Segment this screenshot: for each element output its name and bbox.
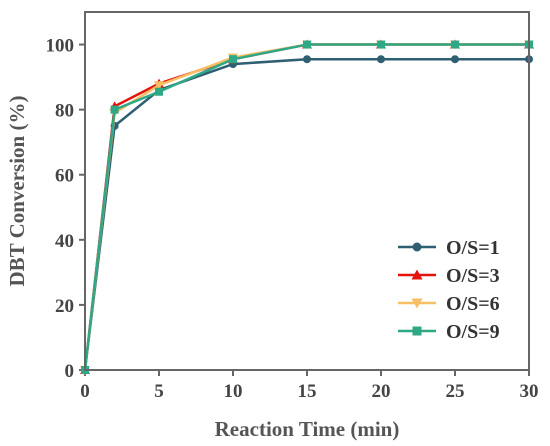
data-point	[451, 40, 459, 49]
data-point	[229, 55, 237, 64]
legend-item: O/S=9	[398, 321, 500, 343]
series-line	[83, 57, 529, 371]
legend-label: O/S=3	[446, 265, 500, 287]
data-point	[303, 40, 311, 49]
x-tick-label: 15	[298, 381, 317, 402]
legend-marker	[411, 298, 423, 309]
data-point	[155, 87, 163, 96]
legend-item: O/S=3	[398, 265, 500, 287]
y-tick-label: 40	[55, 231, 74, 252]
legend-item: O/S=1	[398, 237, 500, 259]
data-point	[110, 105, 119, 114]
y-tick-label: 0	[65, 361, 75, 382]
data-point	[303, 55, 311, 64]
legend: O/S=1 O/S=3 O/S=6 O/S=9	[398, 237, 500, 343]
series-layer	[80, 39, 534, 375]
data-point	[377, 40, 385, 49]
legend-label: O/S=9	[446, 321, 500, 343]
legend-label: O/S=6	[446, 293, 500, 315]
legend-marker	[411, 269, 423, 280]
data-point	[451, 55, 459, 64]
axis-ticks: 0 5 10 15 20 25 30 0 20 40 60 80 100	[46, 36, 539, 402]
x-tick-label: 0	[80, 381, 90, 402]
x-tick-label: 30	[520, 381, 539, 402]
x-tick-label: 5	[154, 381, 164, 402]
y-tick-label: 60	[55, 166, 74, 187]
legend-item: O/S=6	[398, 293, 500, 315]
data-point	[154, 81, 164, 91]
y-tick-label: 80	[55, 101, 74, 122]
x-tick-label: 10	[224, 381, 243, 402]
plot-frame	[84, 11, 530, 371]
data-point	[377, 55, 385, 64]
x-tick-label: 25	[446, 381, 465, 402]
y-tick-label: 20	[55, 296, 74, 317]
x-axis-label: Reaction Time (min)	[215, 417, 400, 441]
legend-marker	[412, 242, 422, 252]
legend-marker	[412, 326, 422, 336]
y-axis-label: DBT Conversion (%)	[5, 96, 29, 287]
legend-label: O/S=1	[446, 237, 500, 259]
series-line	[83, 43, 529, 371]
y-tick-label: 100	[46, 36, 75, 57]
x-tick-label: 20	[372, 381, 391, 402]
